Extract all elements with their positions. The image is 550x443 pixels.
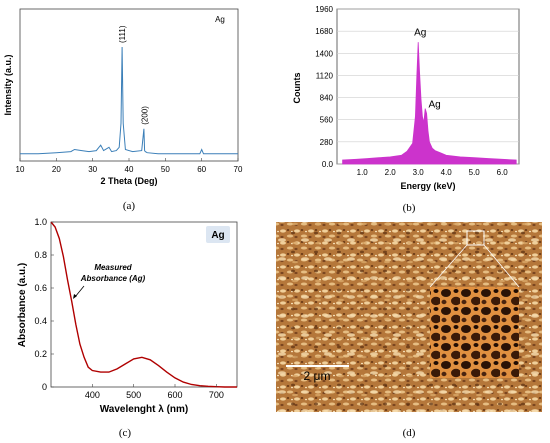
panel-a-peak-label-111: (111) [118, 25, 127, 43]
panel-b-y-tick-label: 280 [320, 138, 334, 147]
micrograph-zoom-line-right [483, 244, 520, 288]
panel-c-x-tick-label: 700 [209, 390, 224, 400]
panel-a-title: Ag [215, 15, 225, 24]
panel-a-xrd-chart: 10 20 30 40 50 60 70 Ag (111) (200) 2 Theta (D… [3, 8, 243, 212]
panel-a-x-tick-label: 50 [161, 165, 170, 174]
panel-a-plot-frame [19, 8, 239, 162]
panel-b-x-tick-label: 6.0 [497, 168, 509, 177]
panel-c-y-ticks: 0 0.2 0.4 0.6 0.8 1.0 [34, 217, 54, 392]
panel-c-x-axis-label: Wavelenght λ (nm) [100, 404, 189, 415]
panel-c-annotation-line1: Measured [94, 263, 132, 272]
panel-b-y-tick-label: 560 [320, 116, 334, 125]
panel-d-caption: (d) [403, 427, 416, 439]
panel-b-eds-chart: 1.0 2.0 3.0 4.0 5.0 6.0 0.0 280 560 840 1120 1400 1… [292, 5, 520, 214]
panel-c-series [50, 221, 237, 388]
panel-a-x-ticks: 10 20 30 40 50 60 70 [16, 158, 243, 174]
panel-b-y-tick-label: 840 [320, 94, 334, 103]
panel-c-y-tick-label: 0.8 [34, 250, 47, 260]
panel-d-micrograph: 2 μm (d) [276, 222, 542, 439]
panel-b-series [342, 42, 517, 165]
panel-c-y-axis-label: Absorbance (a.u.) [17, 263, 28, 347]
panel-c-y-tick-label: 0 [42, 382, 47, 392]
panel-a-y-axis-label: Intensity (a.u.) [3, 54, 13, 115]
panel-c-annotation-arrow [74, 285, 85, 298]
panel-c-y-tick-label: 1.0 [34, 217, 47, 227]
scale-bar-label: 2 μm [304, 369, 331, 383]
panel-a-x-tick-label: 40 [125, 165, 134, 174]
micrograph-zoom-source-box [466, 230, 485, 246]
panel-c-absorbance-line [50, 221, 237, 388]
panel-b-y-tick-label: 1120 [316, 71, 334, 80]
panel-a-series [20, 46, 238, 155]
panel-c-y-tick-label: 0.4 [34, 316, 47, 326]
panel-c-annotation-arrowhead [73, 294, 77, 299]
panel-c-plot-frame [50, 221, 238, 388]
panel-b-spectrum [342, 42, 517, 165]
panel-a-x-tick-label: 30 [88, 165, 97, 174]
panel-b-ag-peak-label-2: Ag [428, 99, 440, 110]
panel-b-caption: (b) [403, 202, 416, 214]
panel-b-y-tick-label: 1960 [315, 5, 333, 14]
panel-b-y-tick-label: 1680 [315, 27, 333, 36]
panel-b-x-axis-label: Energy (keV) [400, 181, 455, 191]
panel-a-peak-label-200: (200) [141, 106, 150, 125]
panel-a-x-tick-label: 10 [16, 165, 25, 174]
panel-a-xrd-line [20, 46, 238, 155]
panel-c-y-tick-label: 0.6 [34, 283, 47, 293]
panel-a-caption: (a) [123, 200, 136, 212]
panel-b-x-tick-label: 2.0 [385, 168, 397, 177]
panel-b-x-tick-label: 3.0 [413, 168, 425, 177]
panel-a-x-axis-label: 2 Theta (Deg) [100, 176, 157, 186]
panel-c-badge-box [206, 226, 230, 243]
panel-c-badge-label: Ag [211, 230, 224, 241]
panel-b-x-tick-label: 1.0 [357, 168, 369, 177]
panel-b-x-ticks: 1.0 2.0 3.0 4.0 5.0 6.0 [357, 168, 509, 177]
panel-c-x-tick-label: 600 [167, 390, 182, 400]
panel-b-x-tick-label: 4.0 [441, 168, 453, 177]
panel-c-x-tick-label: 500 [126, 390, 141, 400]
micrograph-zoom-line-left [429, 244, 468, 288]
panel-c-x-ticks: 400 500 600 700 [85, 384, 224, 400]
micrograph-zoom-inset [430, 287, 519, 378]
panel-a-x-tick-label: 70 [234, 165, 243, 174]
panel-b-y-tick-label: 1400 [315, 49, 333, 58]
panel-c-y-tick-label: 0.2 [34, 349, 47, 359]
panel-c-annotation-line2: Absorbance (Ag) [80, 274, 146, 283]
panel-c-uvvis-chart: 400 500 600 700 0 0.2 0.4 0.6 0.8 1.0 Ag Measure… [17, 217, 238, 439]
panel-a-x-tick-label: 60 [197, 165, 206, 174]
panel-b-ag-peak-label-1: Ag [414, 27, 426, 38]
panel-a-x-tick-label: 20 [52, 165, 61, 174]
panel-b-y-axis-label: Counts [292, 73, 302, 104]
panel-c-caption: (c) [119, 427, 132, 439]
panel-c-x-tick-label: 400 [85, 390, 100, 400]
panel-b-y-tick-label: 0.0 [322, 160, 334, 169]
panel-b-x-tick-label: 5.0 [469, 168, 481, 177]
panel-b-y-ticks: 0.0 280 560 840 1120 1400 1680 1960 [315, 5, 333, 169]
